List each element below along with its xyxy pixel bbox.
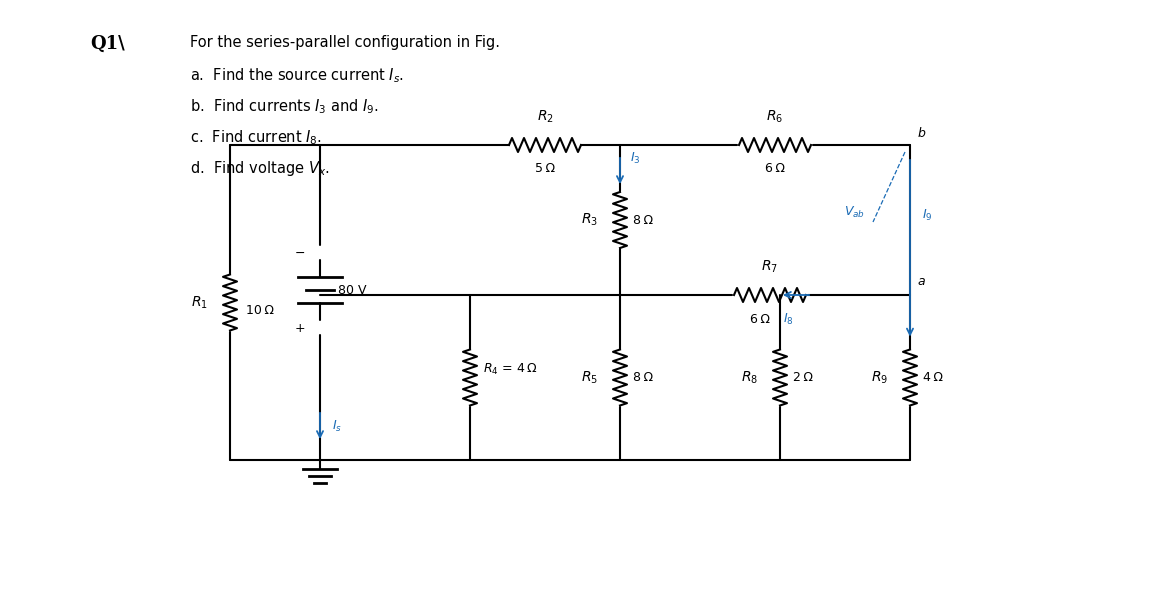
Text: $R_6$: $R_6$ <box>766 109 784 125</box>
Text: a.  Find the source current $I_s$.: a. Find the source current $I_s$. <box>190 66 404 85</box>
Text: 4 Ω: 4 Ω <box>923 371 943 384</box>
Text: $R_9$: $R_9$ <box>870 370 888 386</box>
Text: $R_3$: $R_3$ <box>581 212 598 228</box>
Text: $I_9$: $I_9$ <box>922 208 932 223</box>
Text: $R_4$ = 4 Ω: $R_4$ = 4 Ω <box>483 362 537 377</box>
Text: d.  Find voltage $V_x$.: d. Find voltage $V_x$. <box>190 159 330 178</box>
Text: $R_2$: $R_2$ <box>537 109 553 125</box>
Text: $-$: $-$ <box>295 245 305 259</box>
Text: 10 Ω: 10 Ω <box>246 304 274 317</box>
Text: 6 Ω: 6 Ω <box>750 313 770 326</box>
Text: 8 Ω: 8 Ω <box>633 214 653 226</box>
Text: $R_1$: $R_1$ <box>191 295 208 311</box>
Text: 6 Ω: 6 Ω <box>765 162 785 175</box>
Text: c.  Find current $I_8$.: c. Find current $I_8$. <box>190 128 322 146</box>
Text: 5 Ω: 5 Ω <box>535 162 555 175</box>
Text: 2 Ω: 2 Ω <box>793 371 813 384</box>
Text: $R_8$: $R_8$ <box>741 370 758 386</box>
Text: $R_5$: $R_5$ <box>581 370 598 386</box>
Text: $I_3$: $I_3$ <box>629 151 640 166</box>
Text: 80 V: 80 V <box>338 284 366 296</box>
Text: $a$: $a$ <box>917 275 925 288</box>
Text: $V_{ab}$: $V_{ab}$ <box>845 205 866 220</box>
Text: $I_s$: $I_s$ <box>332 418 342 434</box>
Text: $b$: $b$ <box>917 126 927 140</box>
Text: Q1\: Q1\ <box>90 35 125 53</box>
Text: For the series-parallel configuration in Fig.: For the series-parallel configuration in… <box>190 35 500 50</box>
Text: $+$: $+$ <box>295 322 305 335</box>
Text: $R_7$: $R_7$ <box>762 259 778 275</box>
Text: 8 Ω: 8 Ω <box>633 371 653 384</box>
Text: $I_8$: $I_8$ <box>783 312 793 327</box>
Text: b.  Find currents $I_3$ and $I_9$.: b. Find currents $I_3$ and $I_9$. <box>190 97 379 116</box>
